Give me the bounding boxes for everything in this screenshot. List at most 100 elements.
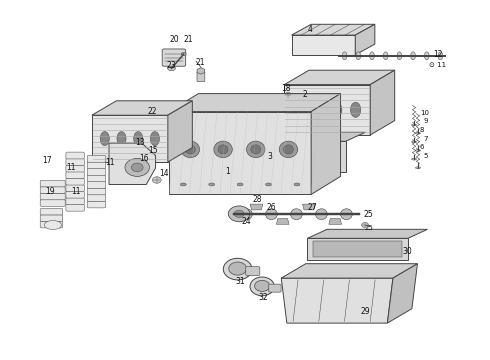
Text: 11: 11 bbox=[105, 158, 115, 167]
Circle shape bbox=[229, 262, 246, 275]
Polygon shape bbox=[276, 219, 289, 224]
Ellipse shape bbox=[412, 158, 416, 160]
Polygon shape bbox=[308, 238, 408, 260]
FancyBboxPatch shape bbox=[245, 267, 260, 276]
Ellipse shape bbox=[218, 145, 228, 154]
FancyBboxPatch shape bbox=[40, 180, 65, 187]
FancyBboxPatch shape bbox=[87, 201, 106, 208]
FancyBboxPatch shape bbox=[197, 71, 205, 82]
Text: 8: 8 bbox=[420, 127, 424, 133]
Polygon shape bbox=[388, 264, 417, 323]
FancyBboxPatch shape bbox=[66, 165, 84, 172]
Text: 17: 17 bbox=[42, 156, 52, 165]
Polygon shape bbox=[92, 115, 168, 162]
Ellipse shape bbox=[294, 102, 304, 117]
FancyBboxPatch shape bbox=[87, 181, 106, 188]
Ellipse shape bbox=[369, 52, 374, 60]
Text: 24: 24 bbox=[241, 217, 251, 226]
Circle shape bbox=[125, 158, 149, 176]
Text: 16: 16 bbox=[140, 154, 149, 163]
Text: ⊙ 11: ⊙ 11 bbox=[429, 62, 446, 68]
FancyBboxPatch shape bbox=[66, 172, 84, 179]
Ellipse shape bbox=[185, 145, 196, 154]
Ellipse shape bbox=[134, 132, 143, 146]
FancyBboxPatch shape bbox=[269, 284, 281, 292]
Ellipse shape bbox=[283, 152, 290, 161]
FancyBboxPatch shape bbox=[66, 204, 84, 211]
Text: 13: 13 bbox=[135, 139, 145, 148]
FancyBboxPatch shape bbox=[40, 215, 63, 221]
Polygon shape bbox=[370, 70, 395, 135]
Polygon shape bbox=[250, 141, 346, 172]
Text: 1: 1 bbox=[225, 167, 230, 176]
Text: 18: 18 bbox=[281, 84, 291, 93]
Polygon shape bbox=[109, 143, 156, 184]
FancyBboxPatch shape bbox=[87, 194, 106, 201]
Polygon shape bbox=[281, 264, 417, 278]
Ellipse shape bbox=[280, 148, 293, 166]
Text: 11: 11 bbox=[71, 187, 80, 196]
Ellipse shape bbox=[356, 52, 361, 60]
Ellipse shape bbox=[250, 277, 274, 296]
Ellipse shape bbox=[424, 52, 429, 60]
Ellipse shape bbox=[313, 102, 323, 117]
FancyBboxPatch shape bbox=[66, 178, 84, 185]
Polygon shape bbox=[281, 278, 393, 323]
Polygon shape bbox=[302, 204, 316, 210]
Text: 5: 5 bbox=[424, 153, 428, 159]
Polygon shape bbox=[314, 241, 402, 257]
Text: 28: 28 bbox=[252, 195, 262, 204]
Text: 21: 21 bbox=[183, 36, 193, 45]
Polygon shape bbox=[284, 70, 395, 85]
Polygon shape bbox=[92, 101, 192, 115]
Ellipse shape bbox=[341, 209, 352, 220]
Text: 32: 32 bbox=[259, 293, 269, 302]
Text: 23: 23 bbox=[167, 61, 176, 70]
Text: 26: 26 bbox=[266, 203, 276, 212]
Ellipse shape bbox=[117, 132, 126, 146]
Ellipse shape bbox=[209, 183, 215, 186]
Text: 19: 19 bbox=[45, 187, 55, 196]
Text: 11: 11 bbox=[66, 163, 75, 172]
Ellipse shape bbox=[342, 52, 347, 60]
FancyBboxPatch shape bbox=[40, 200, 65, 206]
FancyBboxPatch shape bbox=[66, 185, 84, 192]
Text: 3: 3 bbox=[268, 152, 272, 161]
FancyBboxPatch shape bbox=[162, 49, 186, 66]
Text: 31: 31 bbox=[235, 278, 245, 287]
FancyBboxPatch shape bbox=[87, 162, 106, 169]
Polygon shape bbox=[169, 94, 341, 112]
FancyBboxPatch shape bbox=[66, 191, 84, 198]
Circle shape bbox=[255, 280, 270, 292]
Ellipse shape bbox=[411, 52, 416, 60]
FancyBboxPatch shape bbox=[87, 168, 106, 175]
Ellipse shape bbox=[316, 209, 327, 220]
Text: 29: 29 bbox=[360, 307, 370, 316]
Text: 7: 7 bbox=[424, 136, 428, 142]
Circle shape bbox=[152, 177, 161, 183]
Ellipse shape bbox=[332, 102, 342, 117]
FancyBboxPatch shape bbox=[40, 187, 65, 193]
Polygon shape bbox=[168, 101, 192, 162]
FancyBboxPatch shape bbox=[66, 152, 84, 159]
FancyBboxPatch shape bbox=[87, 156, 106, 162]
FancyBboxPatch shape bbox=[87, 188, 106, 195]
Ellipse shape bbox=[100, 132, 109, 146]
Ellipse shape bbox=[241, 209, 252, 220]
Ellipse shape bbox=[350, 102, 361, 117]
Ellipse shape bbox=[279, 141, 297, 158]
Polygon shape bbox=[284, 85, 370, 135]
Text: 20: 20 bbox=[170, 36, 179, 45]
Ellipse shape bbox=[383, 52, 388, 60]
Text: 30: 30 bbox=[403, 247, 413, 256]
Ellipse shape bbox=[44, 220, 62, 230]
Polygon shape bbox=[329, 219, 342, 224]
FancyBboxPatch shape bbox=[66, 159, 84, 166]
Text: 6: 6 bbox=[420, 144, 424, 150]
Ellipse shape bbox=[416, 167, 420, 168]
Polygon shape bbox=[250, 204, 263, 210]
Ellipse shape bbox=[266, 183, 271, 186]
Text: 22: 22 bbox=[148, 107, 157, 116]
Ellipse shape bbox=[283, 145, 294, 154]
Ellipse shape bbox=[324, 148, 337, 166]
